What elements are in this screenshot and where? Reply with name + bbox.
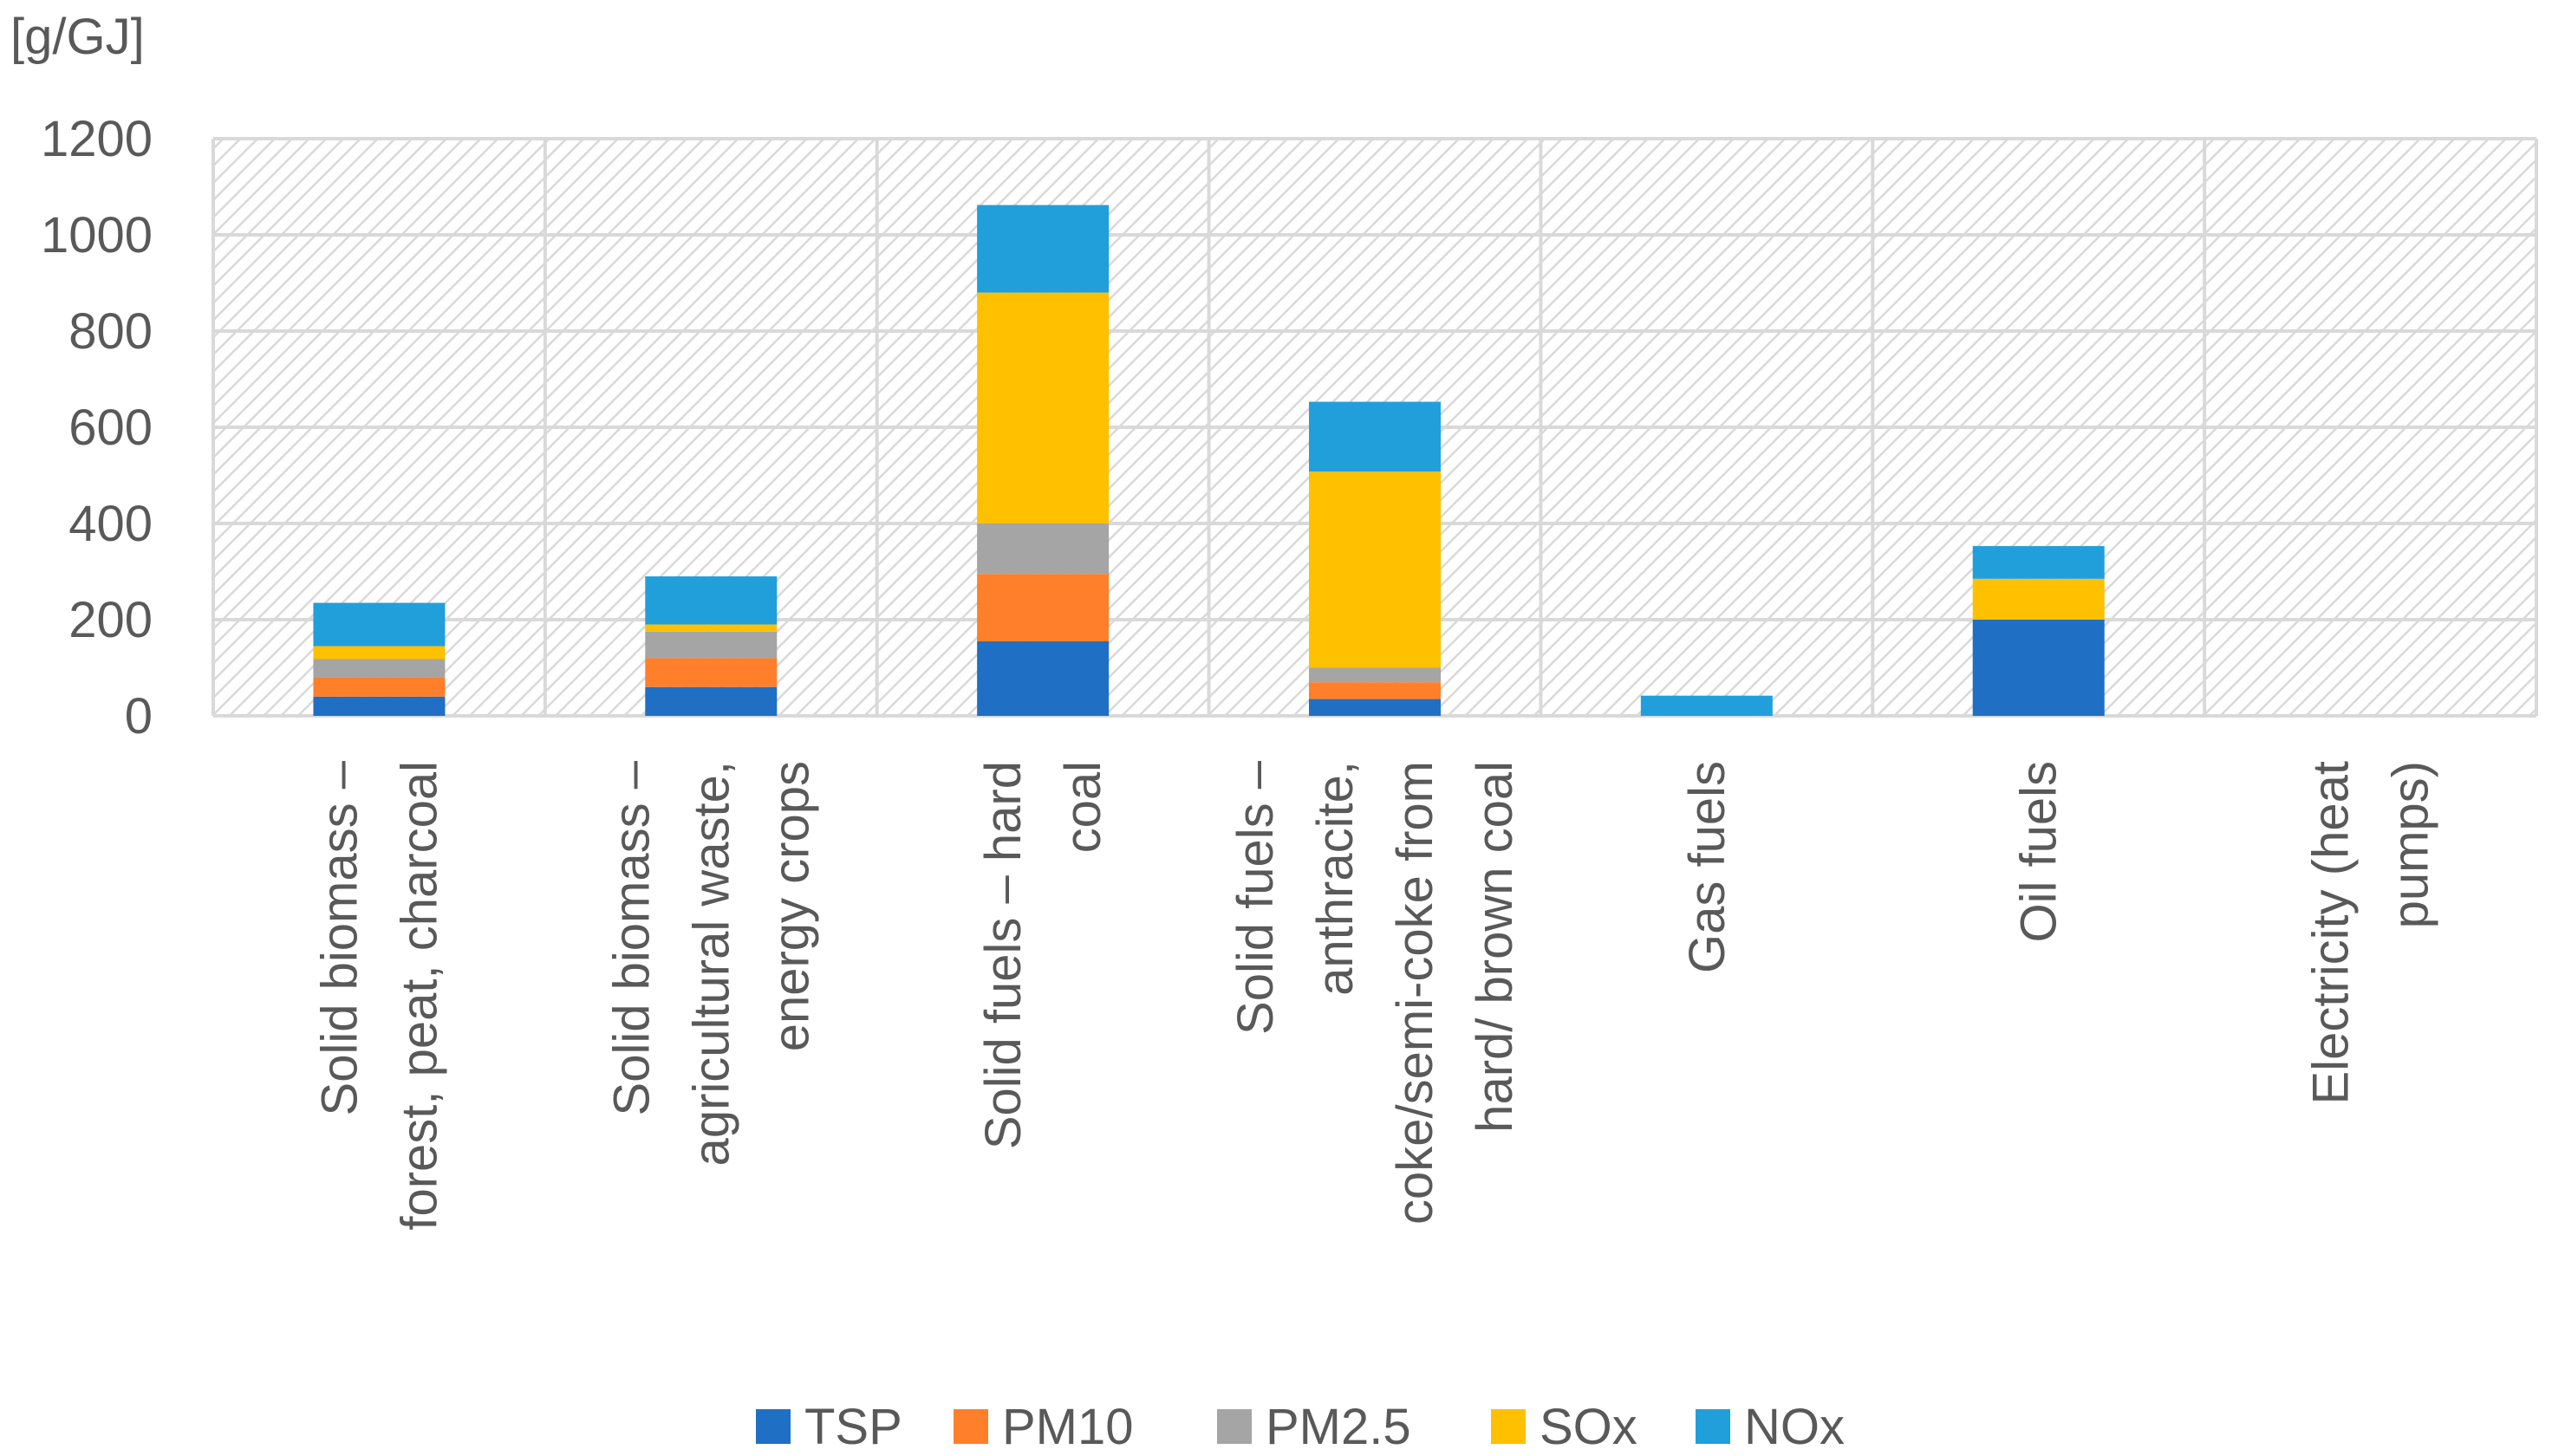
y-tick-label-400: 400 [68,496,153,552]
x-category-label-6: Electricity (heat pumps) [2303,761,2439,1104]
x-category-label-0-line-1: forest, peat, charcoal [391,761,447,1231]
y-tick-label-800: 800 [68,303,153,360]
bar-tsp-3 [1309,699,1441,716]
y-tick-label-600: 600 [68,400,153,456]
x-category-label-5: Oil fuels [2011,761,2067,943]
y-tick-label-0: 0 [125,688,153,744]
legend-label-0: TSP [804,1399,902,1455]
legend-label-4: NOx [1744,1399,1845,1455]
legend-item-sox: SOx [1491,1399,1637,1455]
legend-swatch-1 [954,1409,988,1444]
legend-item-pm25: PM2.5 [1217,1399,1411,1455]
y-tick-label-200: 200 [68,592,153,648]
legend-label-1: PM10 [1002,1399,1134,1455]
legend-swatch-2 [1217,1409,1252,1444]
legend-swatch-0 [756,1409,791,1444]
bar-pm25-3 [1309,667,1441,683]
y-tick-labels: 0 200 400 600 800 1000 1200 [41,111,153,744]
x-category-label-3-line-0: Solid fuels – [1227,760,1284,1035]
bar-tsp-1 [645,686,778,716]
legend-swatch-4 [1696,1409,1730,1444]
x-category-label-3: Solid fuels – anthracite, coke/semi-coke f… [1227,760,1523,1225]
x-category-label-1: Solid biomass – agricultural waste, energy… [603,760,819,1166]
legend-label-2: PM2.5 [1266,1399,1411,1455]
x-category-label-6-line-1: pumps) [2383,761,2439,928]
bar-tsp-0 [313,696,446,716]
x-category-label-1-line-2: energy crops [763,761,819,1051]
bar-pm10-1 [645,658,778,687]
x-category-label-2: Solid fuels – hard coal [975,761,1111,1149]
bar-sox-5 [1972,578,2105,620]
bar-nox-1 [645,576,778,625]
x-category-label-5-line-0: Oil fuels [2011,761,2067,943]
y-tick-label-1200: 1200 [41,111,153,167]
bar-nox-0 [313,602,446,647]
legend-item-tsp: TSP [756,1399,902,1455]
bar-pm25-0 [313,659,446,678]
bar-sox-3 [1309,471,1441,668]
bar-nox-4 [1640,695,1773,716]
x-category-label-0: Solid biomass – forest, peat, charcoal [311,760,447,1230]
bar-nox-5 [1972,546,2105,579]
bar-pm10-3 [1309,682,1441,699]
bar-nox-3 [1309,401,1441,472]
bar-tsp-5 [1972,620,2105,716]
bar-pm25-1 [645,631,778,659]
legend: TSP PM10 PM2.5 SOx NOx [756,1399,1845,1455]
legend-label-3: SOx [1540,1399,1637,1455]
bar-nox-2 [977,205,1110,293]
legend-item-nox: NOx [1696,1399,1845,1455]
bar-sox-2 [977,292,1110,523]
bars [313,205,2105,716]
x-category-label-0-line-0: Solid biomass – [311,760,368,1115]
legend-swatch-3 [1491,1409,1526,1444]
bar-sox-1 [645,624,778,632]
bar-pm25-2 [977,523,1110,575]
y-axis-label: [g/GJ] [10,9,145,65]
bar-sox-0 [313,646,446,660]
x-category-label-2-line-0: Solid fuels – hard [975,761,1032,1149]
x-category-label-1-line-0: Solid biomass – [603,760,660,1115]
bar-pm10-2 [977,574,1110,641]
bar-pm10-0 [313,677,446,697]
x-category-label-6-line-0: Electricity (heat [2303,761,2360,1104]
x-category-label-3-line-2: coke/semi-coke from [1387,761,1443,1225]
bar-tsp-2 [977,640,1110,716]
x-category-label-4-line-0: Gas fuels [1679,761,1735,973]
x-category-label-4: Gas fuels [1679,761,1735,973]
y-tick-label-1000: 1000 [41,207,153,263]
legend-item-pm10: PM10 [954,1399,1134,1455]
x-category-labels: Solid biomass – forest, peat, charcoal Sol… [311,760,2438,1230]
x-category-label-1-line-1: agricultural waste, [683,761,739,1166]
x-category-label-3-line-3: hard/ brown coal [1467,761,1523,1133]
x-category-label-3-line-1: anthracite, [1307,761,1364,996]
x-category-label-2-line-1: coal [1055,761,1111,853]
